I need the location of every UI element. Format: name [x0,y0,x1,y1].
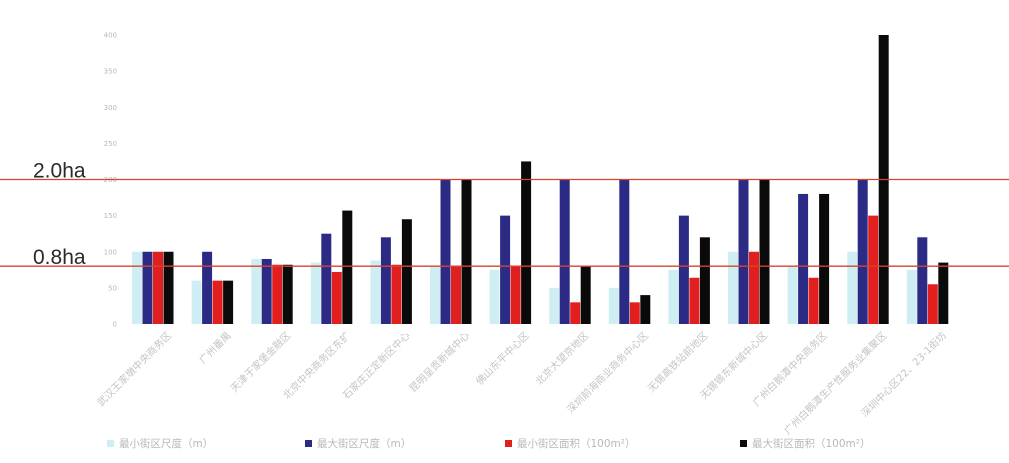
x-tick-label: 昆明呈贡新城中心 [406,329,472,395]
bar-2-1 [142,251,153,324]
bar-3-4 [331,271,342,324]
bar-3-8 [570,302,581,324]
bar-2-8 [559,179,570,324]
bar-4-2 [223,280,234,324]
bar-2-2 [202,251,213,324]
bar-1-11 [728,251,738,324]
bar-2-5 [380,237,391,324]
bar-3-10 [689,277,700,324]
reference-line-label: 0.8ha [33,246,86,269]
bar-4-3 [282,264,293,324]
bar-1-5 [370,260,381,324]
bar-2-11 [738,179,749,324]
bar-1-14 [906,269,917,324]
bar-2-4 [321,233,332,324]
bar-4-10 [699,237,710,324]
x-tick-label: 广州番禺 [197,330,234,367]
bar-4-11 [759,179,770,324]
bar-2-14 [917,237,928,324]
bar-2-9 [619,179,630,324]
bar-1-12 [787,266,798,324]
legend-swatch-3 [505,440,512,447]
bar-3-1 [153,251,163,324]
x-tick-label: 天津于家堡金融区 [228,329,294,395]
y-tick-label: 400 [104,32,117,40]
bar-2-12 [798,193,809,324]
bar-4-5 [401,219,412,324]
bar-3-11 [749,251,759,324]
x-tick-label: 武汉王家墩中央商务区 [94,329,174,409]
legend-label: 最大街区面积（100m²） [752,437,870,450]
bar-1-6 [430,266,440,324]
bar-1-3 [251,258,262,324]
bar-3-7 [510,266,521,324]
bar-3-12 [808,277,819,324]
y-tick-label: 50 [108,284,117,292]
bar-2-13 [857,179,868,324]
bar-3-3 [272,264,283,324]
x-tick-label: 广州白鹅潭生产性服务业集聚区 [781,329,889,437]
x-tick-label: 北京大望京地区 [533,329,592,388]
x-tick-label: 无锡高铁站前地区 [645,329,711,395]
bar-1-2 [191,280,202,324]
y-tick-label: 300 [104,104,117,112]
y-tick-label: 150 [104,212,117,220]
x-tick-label: 佛山东平中心区 [473,329,532,388]
y-tick-label: 350 [104,68,117,76]
y-tick-label: 250 [104,140,117,148]
bar-2-3 [261,258,272,324]
bar-4-7 [521,161,532,324]
bar-4-8 [580,266,591,324]
bar-1-10 [668,269,679,324]
legend-swatch-1 [107,440,114,447]
bar-3-9 [629,302,640,324]
reference-line-label: 2.0ha [33,160,86,183]
legend-label: 最大街区尺度（m） [317,437,411,450]
bar-1-9 [608,287,619,324]
bar-4-1 [163,251,174,324]
legend-swatch-4 [740,440,747,447]
bar-4-6 [461,179,472,324]
bar-3-6 [451,266,461,324]
bar-4-14 [938,262,949,324]
bar-3-2 [212,280,223,324]
bar-4-9 [640,295,651,324]
legend-swatch-2 [305,440,312,447]
bar-4-12 [819,193,830,324]
bar-1-7 [489,269,500,324]
legend-label: 最小街区面积（100m²） [517,437,635,450]
bar-1-4 [310,262,321,324]
y-tick-label: 100 [104,248,117,256]
bar-1-13 [847,251,858,324]
bar-1-1 [132,251,142,324]
bar-3-14 [927,284,938,324]
bar-3-13 [868,215,879,324]
bar-2-7 [500,215,511,324]
y-tick-label: 0 [113,321,117,329]
bar-4-4 [342,210,353,324]
bar-2-10 [678,215,689,324]
bar-3-5 [391,264,402,324]
bar-2-6 [440,179,451,324]
bar-1-8 [549,287,560,324]
legend-label: 最小街区尺度（m） [119,437,213,450]
